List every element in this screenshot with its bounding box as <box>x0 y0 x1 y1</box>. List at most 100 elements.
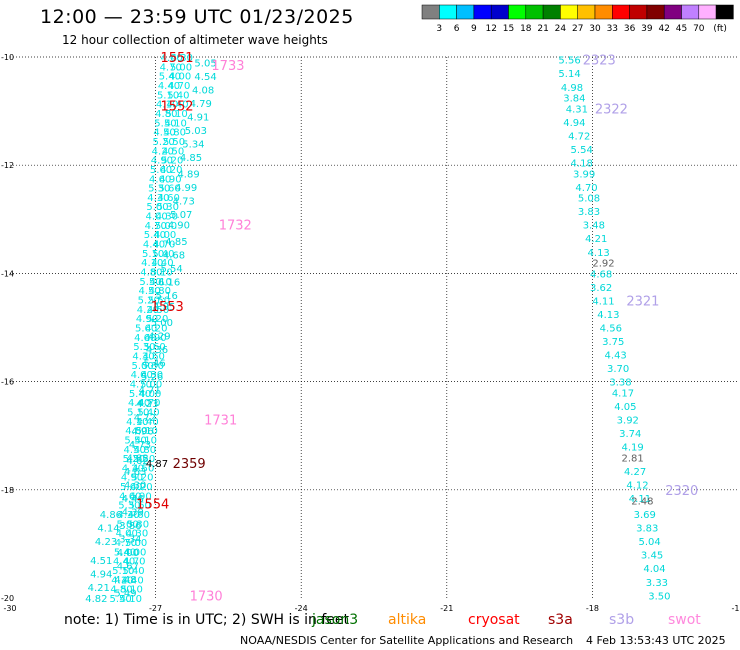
dense-track-mark: 5.20 <box>131 473 153 484</box>
wave-height-point: 3.62 <box>590 283 612 294</box>
wave-height-point: 5.07 <box>170 210 192 221</box>
y-tick-label: -20 <box>1 594 14 603</box>
scale-label: 70 <box>693 24 705 34</box>
credit-line: NOAA/NESDIS Center for Satellite Applica… <box>240 634 574 647</box>
wave-height-point: 4.54 <box>194 72 216 83</box>
dense-track-mark: 4.80 <box>110 585 132 596</box>
dense-track-mark: 4.40 <box>136 417 158 428</box>
dense-track-mark: 4.40 <box>128 398 150 409</box>
track-id-label: 1554 <box>136 497 169 512</box>
dense-track-mark: 5.50 <box>154 118 176 129</box>
x-tick-label: -15 <box>731 604 740 613</box>
track-id-label: 1732 <box>219 219 252 234</box>
wave-height-point: 5.34 <box>182 140 204 151</box>
scale-unit: (ft) <box>713 24 727 34</box>
wave-height-point: 5.56 <box>558 56 580 67</box>
dense-track-mark: 5.40 <box>152 249 174 260</box>
wave-height-point: 3.74 <box>619 429 641 440</box>
dense-track-mark: 5.20 <box>138 296 160 307</box>
wave-height-point: 4.94 <box>563 118 585 129</box>
wave-height-point: 4.56 <box>600 324 622 335</box>
dense-track-mark: 4.40 <box>122 575 144 586</box>
chart-title: 12:00 — 23:59 UTC 01/23/2025 <box>40 6 354 28</box>
dense-track-mark: 4.90 <box>136 314 158 325</box>
wave-height-point: 3.45 <box>641 551 663 562</box>
dense-track-mark: 5.60 <box>120 482 142 493</box>
dense-track-mark: 4.70 <box>123 557 145 568</box>
wave-height-point: 4.67 <box>117 562 139 573</box>
dense-track-mark: 4.70 <box>153 240 175 251</box>
x-tick-label: -30 <box>3 604 16 613</box>
scale-swatch <box>715 4 734 20</box>
scale-label: 39 <box>641 24 653 34</box>
scale-label: 3 <box>436 24 442 34</box>
dense-track-mark: 4.80 <box>149 286 171 297</box>
wave-height-point: 4.86 <box>100 510 122 521</box>
wave-height-point: 4.00 <box>117 548 139 559</box>
dense-track-mark: 5.60 <box>135 324 157 335</box>
wave-height-point: 4.11 <box>592 296 614 307</box>
wave-height-point: 4.72 <box>568 131 590 142</box>
dense-track-mark: 4.50 <box>138 286 160 297</box>
track-id-label: 1553 <box>151 300 184 315</box>
y-tick-label: -14 <box>1 269 14 278</box>
wave-height-point: 5.05 <box>194 58 216 69</box>
dense-track-mark: 5.00 <box>125 538 147 549</box>
dense-track-mark: 4.50 <box>153 128 175 139</box>
dense-track-mark: 5.20 <box>153 137 175 148</box>
dense-track-mark: 5.10 <box>127 407 149 418</box>
dense-track-mark: 4.30 <box>147 193 169 204</box>
wave-height-point: 4.62 <box>126 456 148 467</box>
dense-track-mark: 5.30 <box>157 202 179 213</box>
scale-label: 18 <box>520 24 532 34</box>
dense-track-mark: 4.30 <box>126 529 148 540</box>
dense-track-mark: 4.20 <box>152 146 174 157</box>
dense-track-mark: 4.90 <box>121 473 143 484</box>
dense-track-mark: 5.50 <box>148 296 170 307</box>
dense-track-mark: 5.20 <box>146 314 168 325</box>
dense-track-mark: 4.80 <box>125 426 147 437</box>
dense-track-mark: 4.20 <box>160 165 182 176</box>
track-id-label: 1551 <box>160 51 193 66</box>
dense-track-mark: 4.10 <box>141 258 163 269</box>
wave-height-point: 4.85 <box>180 153 202 164</box>
dense-track-mark: 4.40 <box>166 100 188 111</box>
wave-height-point: 4.87 <box>146 459 168 470</box>
dense-track-mark: 4.60 <box>158 193 180 204</box>
dense-track-mark: 4.20 <box>130 482 152 493</box>
dense-track-mark: 5.50 <box>124 435 146 446</box>
dense-track-mark: 5.30 <box>133 342 155 353</box>
footer-note: note: 1) Time is in UTC; 2) SWH is in fe… <box>64 612 350 628</box>
dense-track-mark: 4.10 <box>165 118 187 129</box>
wave-height-point: 5.46 <box>143 359 165 370</box>
wave-height-point: 4.18 <box>571 158 593 169</box>
dense-track-mark: 5.50 <box>163 137 185 148</box>
dense-track-mark: 5.50 <box>133 454 155 465</box>
track-id-label: 2322 <box>595 102 628 117</box>
dense-track-mark: 4.90 <box>159 174 181 185</box>
wave-height-point: 3.86 <box>119 521 141 532</box>
wave-height-point: 4.68 <box>163 250 185 261</box>
dense-track-mark: 4.30 <box>132 351 154 362</box>
wave-height-point: 4.13 <box>597 310 619 321</box>
wave-height-point: 5.08 <box>578 194 600 205</box>
wave-height-point: 3.99 <box>573 169 595 180</box>
dense-track-mark: 4.50 <box>147 305 169 316</box>
dense-track-mark: 4.30 <box>141 370 163 381</box>
wave-height-point: 6.16 <box>158 278 180 289</box>
x-tick-label: -24 <box>295 604 308 613</box>
scale-label: 15 <box>503 24 514 34</box>
track-id-label: 2320 <box>665 484 698 499</box>
wave-height-point: 4.70 <box>575 183 597 194</box>
dense-track-mark: 4.80 <box>134 445 156 456</box>
y-tick-label: -10 <box>1 53 14 62</box>
wave-height-point: 3.83 <box>636 524 658 535</box>
wave-height-point: 4.36 <box>146 345 168 356</box>
satellite-legend-s3b: s3b <box>609 612 635 628</box>
wave-height-point: 4.72 <box>134 413 156 424</box>
scale-label: 42 <box>658 24 669 34</box>
wave-height-point: 4.82 <box>85 594 107 605</box>
scale-label: 27 <box>572 24 583 34</box>
wave-height-point: 4.68 <box>590 269 612 280</box>
satellite-legend-s3a: s3a <box>548 612 573 628</box>
